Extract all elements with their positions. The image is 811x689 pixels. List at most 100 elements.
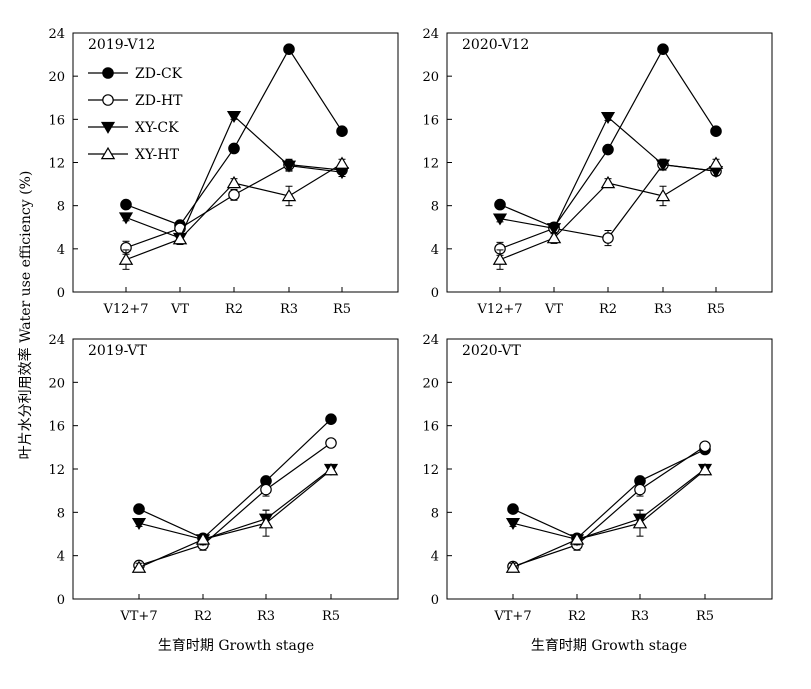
y-tick-label: 16 bbox=[422, 420, 439, 435]
y-tick-label: 0 bbox=[431, 593, 439, 608]
legend-marker bbox=[102, 67, 114, 79]
x-tick-label: R2 bbox=[225, 302, 243, 317]
x-tick-label: R3 bbox=[654, 302, 672, 317]
plot-frame bbox=[72, 338, 399, 600]
legend-marker bbox=[100, 146, 116, 160]
y-tick-label: 12 bbox=[48, 157, 65, 172]
x-tick-label: VT+7 bbox=[119, 609, 157, 624]
x-tick-label: V12+7 bbox=[476, 302, 522, 317]
data-point bbox=[334, 156, 350, 169]
y-tick-label: 8 bbox=[57, 200, 65, 215]
series-line bbox=[138, 469, 332, 569]
y-tick-label: 8 bbox=[431, 506, 439, 521]
data-point bbox=[323, 463, 339, 476]
y-tick-label: 20 bbox=[48, 70, 65, 85]
data-point bbox=[600, 112, 616, 125]
y-tick-label: 24 bbox=[422, 333, 439, 348]
series-line bbox=[512, 448, 706, 540]
legend-label: XY-CK bbox=[135, 120, 179, 136]
series-line bbox=[512, 445, 706, 568]
legend-label: ZD-CK bbox=[135, 66, 183, 82]
data-point bbox=[174, 222, 186, 235]
data-point bbox=[505, 560, 521, 573]
y-tick-label: 12 bbox=[422, 463, 439, 478]
series-XY-CK bbox=[492, 112, 724, 236]
data-point bbox=[492, 252, 508, 265]
data-point bbox=[325, 437, 337, 449]
x-tick-label: VT bbox=[170, 302, 189, 317]
legend-label: XY-HT bbox=[135, 147, 180, 163]
series-ZD-HT bbox=[494, 158, 722, 256]
data-point bbox=[632, 516, 648, 529]
data-point bbox=[120, 198, 132, 211]
legend-layer: ZD-CK ZD-HT XY-CK XY-HT bbox=[88, 66, 183, 163]
y-tick-label: 4 bbox=[431, 243, 439, 258]
y-tick-label: 24 bbox=[48, 27, 65, 42]
panel-title: 2020-VT bbox=[462, 343, 521, 359]
plot-frame bbox=[72, 32, 399, 293]
x-tick-label: R5 bbox=[322, 609, 340, 624]
legend-marker bbox=[102, 94, 114, 106]
data-point bbox=[260, 483, 272, 496]
data-point bbox=[708, 156, 724, 169]
data-point bbox=[131, 518, 147, 531]
data-point bbox=[133, 503, 145, 515]
data-point bbox=[118, 252, 134, 265]
y-tick-label: 8 bbox=[431, 200, 439, 215]
series-ZD-CK bbox=[120, 43, 348, 231]
series-line bbox=[512, 469, 706, 569]
series-line bbox=[138, 418, 332, 540]
data-point bbox=[283, 43, 295, 55]
data-point bbox=[226, 175, 242, 189]
data-point bbox=[494, 198, 506, 211]
y-tick-label: 0 bbox=[431, 286, 439, 301]
panel-title: 2019-VT bbox=[88, 343, 147, 359]
x-axis-label-right: 生育时期 Growth stage bbox=[531, 638, 687, 654]
data-point bbox=[634, 483, 646, 496]
data-point bbox=[655, 159, 671, 172]
data-point bbox=[655, 188, 671, 202]
y-axis-label: 叶片水分利用效率 Water use efficiency (%) bbox=[17, 171, 34, 460]
y-tick-label: 12 bbox=[422, 157, 439, 172]
series-line bbox=[499, 116, 717, 230]
series-line bbox=[512, 468, 706, 541]
data-point bbox=[226, 110, 242, 123]
y-tick-label: 20 bbox=[422, 70, 439, 85]
y-tick-label: 16 bbox=[48, 113, 65, 128]
y-tick-label: 24 bbox=[48, 333, 65, 348]
y-tick-label: 0 bbox=[57, 593, 65, 608]
series-line bbox=[499, 48, 717, 228]
y-tick-label: 20 bbox=[422, 376, 439, 391]
y-tick-label: 8 bbox=[57, 506, 65, 521]
data-point bbox=[699, 440, 711, 453]
data-point bbox=[325, 413, 337, 425]
x-tick-label: VT bbox=[544, 302, 563, 317]
x-tick-label: R2 bbox=[568, 609, 586, 624]
data-point bbox=[228, 142, 240, 155]
series-XY-HT bbox=[505, 463, 713, 573]
panels-layer: 0 4 8 12 16 20 24 V12+7 VT R2 R3 R5 2019-V12 0 4 8 12 16 2… bbox=[48, 27, 773, 624]
data-point bbox=[336, 125, 348, 138]
legend-label: ZD-HT bbox=[135, 93, 183, 109]
x-tick-label: R5 bbox=[333, 302, 351, 317]
y-tick-label: 16 bbox=[422, 113, 439, 128]
legend-entry-ZD-CK: ZD-CK bbox=[88, 66, 183, 82]
panel-2019-V12: 0 4 8 12 16 20 24 V12+7 VT R2 R3 R5 2019-V12 bbox=[48, 27, 399, 317]
data-point bbox=[507, 503, 519, 515]
legend-entry-ZD-HT: ZD-HT bbox=[88, 93, 183, 109]
data-point bbox=[546, 223, 562, 236]
y-tick-label: 12 bbox=[48, 463, 65, 478]
data-point bbox=[602, 143, 614, 156]
data-point bbox=[118, 212, 134, 225]
y-tick-label: 0 bbox=[57, 286, 65, 301]
x-tick-label: R5 bbox=[696, 609, 714, 624]
y-tick-label: 4 bbox=[431, 550, 439, 565]
x-tick-label: R5 bbox=[707, 302, 725, 317]
x-tick-label: V12+7 bbox=[102, 302, 148, 317]
legend-marker bbox=[100, 121, 116, 134]
data-point bbox=[131, 560, 147, 573]
legend-entry-XY-HT: XY-HT bbox=[88, 146, 180, 163]
data-point bbox=[492, 213, 508, 226]
